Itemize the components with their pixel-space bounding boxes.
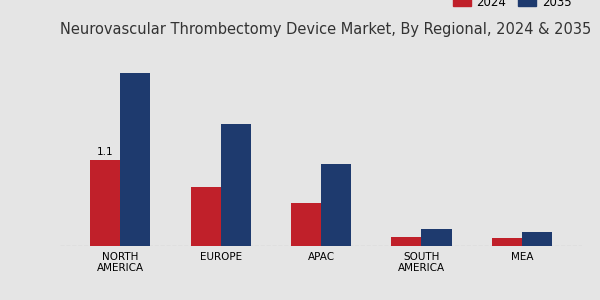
Bar xyxy=(191,187,221,246)
Bar xyxy=(321,164,351,246)
Bar xyxy=(291,203,321,246)
Text: Neurovascular Thrombectomy Device Market, By Regional, 2024 & 2035: Neurovascular Thrombectomy Device Market… xyxy=(60,22,591,37)
Bar xyxy=(522,232,552,246)
Bar xyxy=(421,229,452,246)
Bar xyxy=(491,238,522,246)
Bar xyxy=(120,74,151,246)
Bar xyxy=(391,237,421,246)
Text: 1.1: 1.1 xyxy=(97,147,113,157)
Bar xyxy=(221,124,251,246)
Legend: 2024, 2035: 2024, 2035 xyxy=(448,0,576,13)
Bar xyxy=(90,160,120,246)
